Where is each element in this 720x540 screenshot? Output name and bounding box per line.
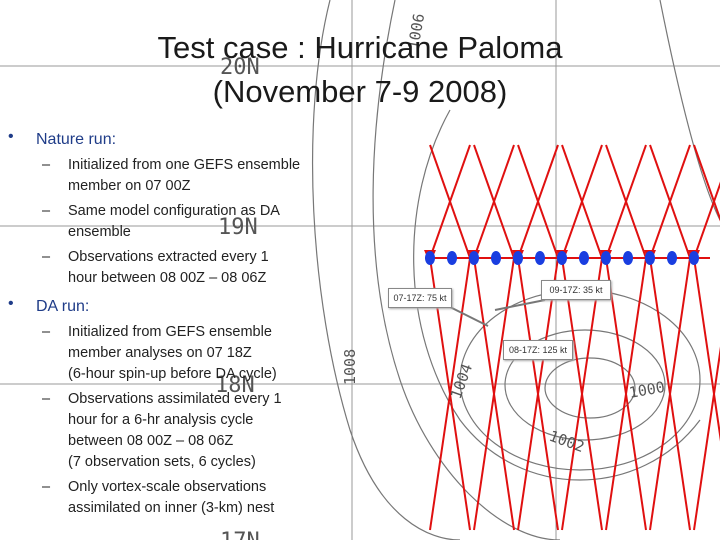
isobar-label: 1002: [547, 427, 587, 456]
bullet-list: • Nature run: – Initialized from one GEFS e…: [8, 128, 328, 523]
track-segment: [517, 257, 559, 531]
sub-item-line: Only vortex-scale observations: [68, 479, 267, 495]
latitude-label: 17N: [220, 529, 260, 540]
sub-item-marker: –: [42, 391, 51, 407]
bullet: • Nature run: – Initialized from one GEFS e…: [8, 128, 328, 289]
observation-point: [623, 251, 633, 265]
map-labels: 20N 19N 18N 17N 1008 1006 1004 1002 1000: [215, 12, 666, 540]
isobar-label: 1000: [628, 378, 667, 402]
observation-point: [425, 251, 435, 265]
sub-item-marker: –: [42, 249, 51, 265]
bullet-marker: •: [8, 295, 14, 312]
sub-item: – Initialized from GEFS ensemble member an…: [36, 322, 328, 385]
track-segment: [561, 257, 603, 531]
sub-item: – Initialized from one GEFS ensemble membe…: [36, 155, 328, 197]
observation-point: [513, 251, 523, 265]
track-segment: [517, 144, 559, 259]
track-segment: [649, 144, 691, 259]
observation-point: [535, 251, 545, 265]
track-segment: [605, 144, 647, 259]
slide-title: Test case : Hurricane Paloma (November 7-…: [60, 26, 660, 114]
observation-point: [579, 251, 589, 265]
sub-item-line: Same model configuration as DA: [68, 203, 280, 219]
observation-point: [645, 251, 655, 265]
track-segment: [429, 144, 471, 259]
observation-point: [601, 251, 611, 265]
sub-item-line: member analyses on 07 18Z: [68, 345, 252, 361]
callout: 09-17Z: 35 kt: [541, 280, 611, 300]
bullet-label: DA run:: [36, 298, 90, 315]
observation-point: [667, 251, 677, 265]
sub-item-line: Initialized from one GEFS ensemble: [68, 157, 301, 173]
sub-item-line: assimilated on inner (3-km) nest: [68, 500, 275, 516]
isobar-label: 1004: [447, 361, 476, 401]
sub-item-line: Observations extracted every 1: [68, 249, 269, 265]
sub-item-line: Initialized from GEFS ensemble: [68, 324, 272, 340]
track-segment: [429, 257, 471, 531]
bullet-label: Nature run:: [36, 131, 117, 148]
isobar-label: 1006: [404, 12, 428, 51]
sub-item-line: between 08 00Z – 08 06Z: [68, 433, 234, 449]
title-line: Test case : Hurricane Paloma: [157, 30, 563, 65]
sub-item-line: (6-hour spin-up before DA cycle): [68, 366, 277, 382]
sub-item-line: member on 07 00Z: [68, 178, 191, 194]
sub-item-marker: –: [42, 324, 51, 340]
observation-point: [557, 251, 567, 265]
sub-item: – Observations assimilated every 1 hour fo…: [36, 389, 328, 473]
sub-item-line: hour between 08 00Z – 08 06Z: [68, 270, 267, 286]
sub-item-marker: –: [42, 479, 51, 495]
observation-point: [447, 251, 457, 265]
track-segment: [473, 144, 515, 259]
bullet-marker: •: [8, 128, 14, 145]
observation-point: [689, 251, 699, 265]
isobar-label: 1008: [341, 349, 359, 385]
sub-item: – Observations extracted every 1 hour betw…: [36, 247, 328, 289]
sub-item-line: (7 observation sets, 6 cycles): [68, 454, 256, 470]
sub-item-line: ensemble: [68, 224, 131, 240]
observation-point: [469, 251, 479, 265]
sub-item: – Same model configuration as DA ensemble: [36, 201, 328, 243]
flight-tracks: [424, 144, 720, 531]
latitude-label: 20N: [220, 55, 260, 80]
track-segment: [693, 257, 720, 442]
observation-point: [491, 251, 501, 265]
bullet: • DA run: – Initialized from GEFS ensemble m…: [8, 295, 328, 519]
track-segment: [605, 257, 647, 531]
callout: 07-17Z: 75 kt: [388, 288, 452, 308]
sub-item: – Only vortex-scale observations assimilat…: [36, 477, 328, 519]
track-segment: [561, 144, 603, 259]
sub-item-marker: –: [42, 203, 51, 219]
track-segment: [649, 257, 691, 531]
sub-item-line: hour for a 6-hr analysis cycle: [68, 412, 254, 428]
sub-item-marker: –: [42, 157, 51, 173]
callout: 08-17Z: 125 kt: [503, 340, 573, 360]
track-segment: [473, 257, 515, 531]
sub-item-line: Observations assimilated every 1: [68, 391, 282, 407]
callout-connectors: [447, 299, 546, 327]
track-segment: [693, 346, 720, 531]
title-line: (November 7-9 2008): [212, 74, 508, 109]
latitude-label: 19N: [218, 215, 258, 240]
latitude-label: 18N: [215, 373, 255, 398]
track-segment: [693, 181, 720, 259]
